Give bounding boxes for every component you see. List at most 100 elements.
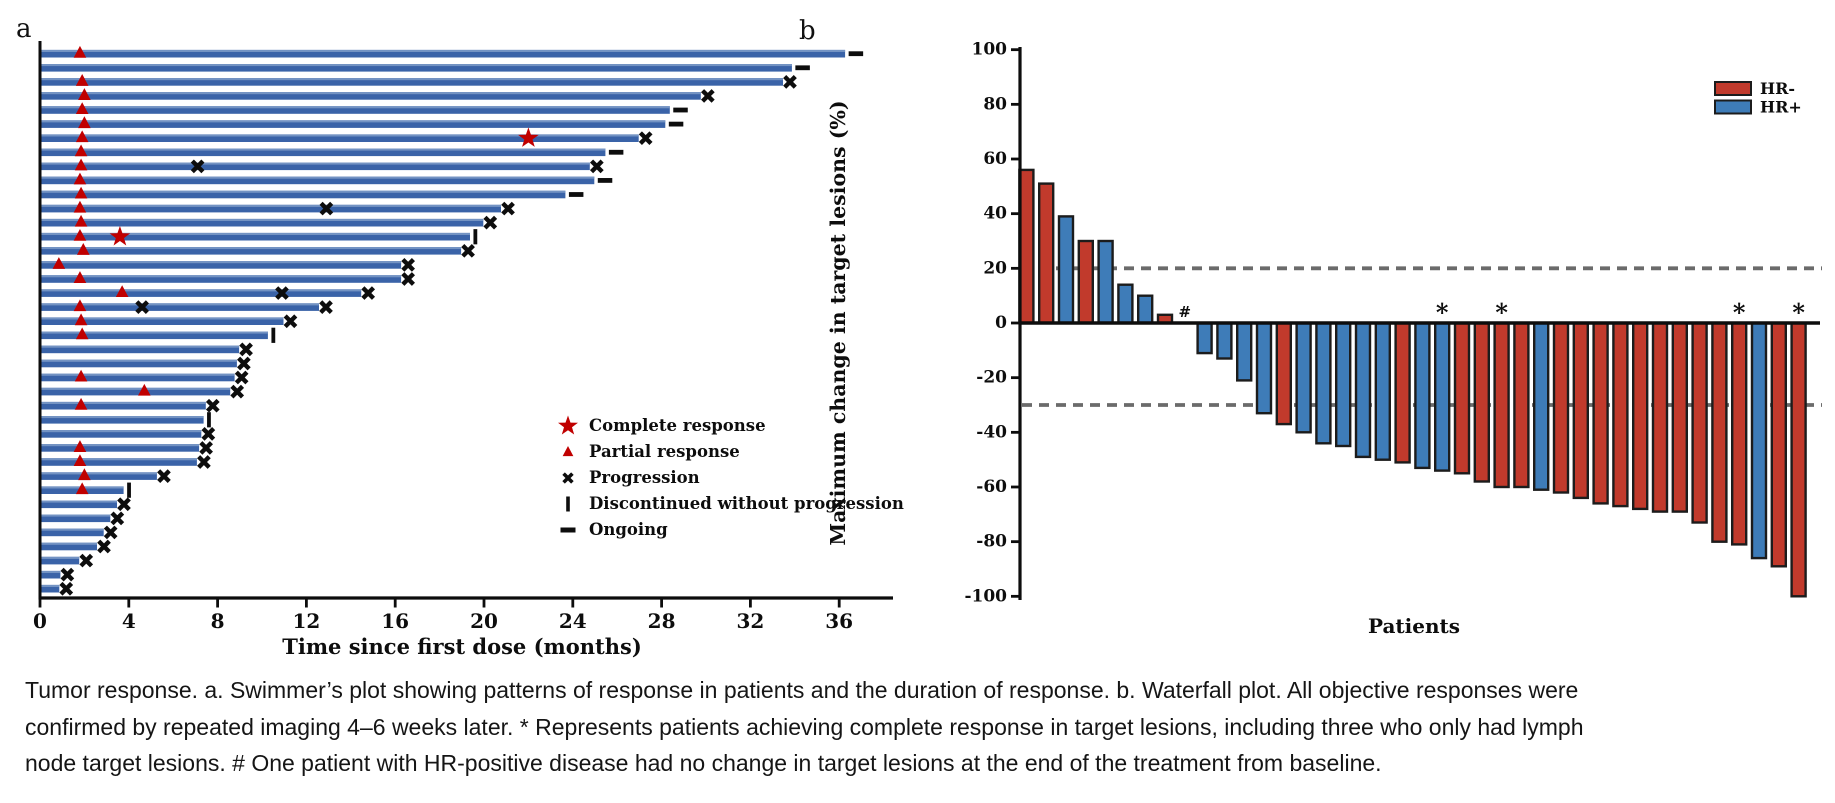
swimmer-row xyxy=(41,257,415,272)
figure-caption: Tumor response. a. Swimmer’s plot showin… xyxy=(25,672,1825,782)
waterfall-bar xyxy=(1236,321,1253,382)
swimmer-bar xyxy=(41,401,206,410)
panel-b-label: b xyxy=(799,16,816,46)
swimmer-row xyxy=(41,427,216,441)
swimmer-bar-highlight xyxy=(41,401,206,404)
swimmer-row xyxy=(41,369,249,385)
waterfall-bar xyxy=(1592,321,1609,505)
swimmer-legend: Complete response Partial response Progres… xyxy=(558,415,904,539)
swimmer-row xyxy=(41,88,715,103)
waterfall-bar xyxy=(1612,321,1629,508)
swimmer-row xyxy=(41,440,213,455)
swimmer-bar-highlight xyxy=(41,570,61,573)
waterfall-y-tick-label: 100 xyxy=(972,40,1008,60)
swimmer-bar-highlight xyxy=(41,247,462,250)
swimmer-bar-highlight xyxy=(41,134,639,137)
waterfall-bar xyxy=(1137,294,1154,325)
progression-x-marker xyxy=(638,131,653,146)
swimmer-row xyxy=(41,225,478,246)
progression-x-marker xyxy=(157,469,171,483)
swimmer-bar-highlight xyxy=(41,218,484,221)
swimmer-bar-highlight xyxy=(41,556,80,559)
partial-response-triangle xyxy=(115,285,129,298)
partial-response-triangle xyxy=(78,116,91,129)
swimmer-row xyxy=(41,397,220,413)
swimmer-row xyxy=(41,412,211,428)
caption-line-1: Tumor response. a. Swimmer’s plot showin… xyxy=(25,677,1579,703)
swimmer-bar xyxy=(41,232,470,241)
swimmer-row xyxy=(41,74,797,89)
waterfall-bar xyxy=(1315,321,1332,445)
waterfall-y-tick-label: 80 xyxy=(983,94,1007,114)
progression-x-icon xyxy=(562,472,574,484)
discontinued-bar-marker xyxy=(207,412,211,428)
ongoing-dash-marker xyxy=(597,178,613,183)
swimmer-bar-highlight xyxy=(41,387,231,390)
swimmer-row xyxy=(41,313,298,329)
swimmer-bar-highlight xyxy=(41,528,104,531)
waterfall-y-tick-label: -80 xyxy=(976,532,1007,552)
swimmer-bar xyxy=(41,106,670,114)
partial-response-triangle xyxy=(74,313,88,326)
discontinued-bar-marker xyxy=(127,482,131,498)
progression-x-marker xyxy=(401,272,415,286)
swimmer-bar-highlight xyxy=(41,317,284,320)
partial-response-triangle xyxy=(73,271,87,283)
swimmer-bar-highlight xyxy=(41,373,235,376)
partial-response-triangle xyxy=(73,299,87,312)
swimmer-bar-highlight xyxy=(41,190,566,193)
progression-x-marker xyxy=(117,497,131,512)
swimmer-bar xyxy=(41,176,595,185)
waterfall-bar xyxy=(1533,321,1550,491)
waterfall-bar xyxy=(1255,321,1273,415)
partial-response-triangle xyxy=(75,102,89,115)
partial-response-triangle xyxy=(138,383,151,396)
progression-x-marker xyxy=(190,159,205,174)
panel-a-label: a xyxy=(16,14,32,44)
waterfall-bar xyxy=(1651,321,1669,513)
swimmer-bar-highlight xyxy=(41,289,362,292)
swimmer-bar-highlight xyxy=(41,204,501,207)
partial-response-triangle-icon xyxy=(562,446,574,457)
swimmer-bar-highlight xyxy=(41,64,792,67)
legend-item-label: Ongoing xyxy=(589,520,668,539)
swimmer-x-tick-label: 12 xyxy=(292,609,320,633)
ongoing-dash-marker xyxy=(673,107,688,113)
swimmer-bar xyxy=(41,275,402,283)
waterfall-y-tick-label: -100 xyxy=(964,586,1007,606)
swimmer-row xyxy=(41,102,688,115)
waterfall-bar xyxy=(1295,321,1312,434)
partial-response-triangle xyxy=(73,228,87,241)
progression-x-marker xyxy=(589,159,604,174)
discontinued-bar-marker xyxy=(271,327,276,343)
complete-response-asterisk: * xyxy=(1495,298,1508,327)
swimmer-bar xyxy=(41,359,237,368)
progression-x-marker xyxy=(59,581,74,596)
swimmer-bar xyxy=(41,430,202,438)
waterfall-bar xyxy=(1671,321,1688,513)
partial-response-triangle xyxy=(74,158,88,171)
swimmer-row xyxy=(41,581,74,596)
swimmer-bar xyxy=(41,162,590,171)
swimmer-bar-highlight xyxy=(41,584,60,587)
complete-response-asterisk: * xyxy=(1733,298,1746,327)
swimmer-row xyxy=(41,172,613,185)
swimmer-x-tick-label: 24 xyxy=(559,609,587,633)
legend-swatch xyxy=(1714,99,1752,115)
swimmer-bar xyxy=(41,444,200,452)
swimmer-bar-highlight xyxy=(41,430,202,433)
partial-response-triangle xyxy=(75,130,89,143)
swimmer-x-axis-title: Time since first dose (months) xyxy=(282,634,642,659)
progression-x-marker xyxy=(97,539,111,554)
swimmer-bar-highlight xyxy=(41,500,117,503)
waterfall-bar xyxy=(1473,321,1490,483)
partial-response-triangle xyxy=(74,144,88,157)
partial-response-triangle xyxy=(74,397,88,410)
ongoing-dash-marker xyxy=(608,149,624,155)
swimmer-row xyxy=(41,511,125,526)
waterfall-bar xyxy=(1434,321,1451,472)
progression-x-marker xyxy=(283,314,298,329)
swimmer-row xyxy=(41,482,131,498)
partial-response-triangle xyxy=(78,88,91,100)
swimmer-bar xyxy=(41,289,362,297)
